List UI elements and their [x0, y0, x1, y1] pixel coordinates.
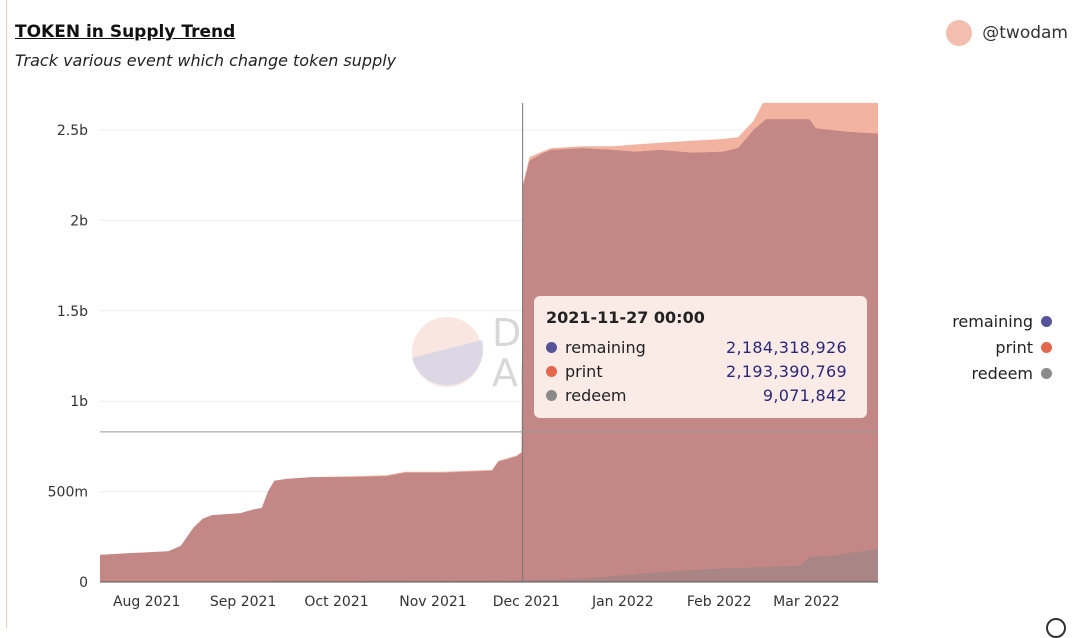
- x-tick-label: Sep 2021: [210, 594, 276, 610]
- x-tick-label: Mar 2022: [773, 594, 840, 610]
- chart-title[interactable]: TOKEN in Supply Trend: [15, 22, 236, 42]
- y-tick-label: 1b: [70, 394, 88, 410]
- legend-item-redeem[interactable]: redeem: [952, 360, 1052, 386]
- y-tick-label: 1.5b: [57, 304, 88, 320]
- tooltip-series-name: redeem: [565, 385, 627, 405]
- legend-label: print: [995, 337, 1033, 357]
- x-tick-label: Aug 2021: [113, 594, 180, 610]
- legend-label: remaining: [952, 311, 1033, 331]
- y-tick-label: 0: [79, 575, 88, 591]
- redeem-dot-icon: [1041, 367, 1052, 379]
- remaining-dot-icon: [1041, 315, 1052, 327]
- avatar: [946, 20, 973, 46]
- tooltip-row-print: print 2,193,390,769: [546, 359, 847, 383]
- chart-tooltip: 2021-11-27 00:00 remaining 2,184,318,926…: [534, 296, 867, 418]
- author-name: @twodam: [982, 23, 1068, 43]
- x-tick-label: Dec 2021: [493, 594, 560, 610]
- clock-icon[interactable]: [1046, 618, 1066, 638]
- y-tick-label: 2b: [70, 213, 88, 229]
- tooltip-row-redeem: redeem 9,071,842: [546, 383, 847, 407]
- redeem-area: [100, 549, 878, 582]
- remaining-area: [100, 119, 878, 582]
- tooltip-series-value: 2,193,390,769: [726, 361, 847, 381]
- remaining-dot-icon: [546, 341, 557, 353]
- legend-label: redeem: [971, 363, 1034, 383]
- tooltip-date: 2021-11-27 00:00: [546, 308, 705, 327]
- print-dot-icon: [1041, 341, 1052, 353]
- legend-item-remaining[interactable]: remaining: [952, 308, 1052, 334]
- author-link[interactable]: @twodam: [946, 20, 1068, 46]
- tooltip-series-name: remaining: [565, 337, 646, 357]
- x-tick-label: Jan 2022: [591, 594, 654, 610]
- x-tick-label: Oct 2021: [304, 594, 368, 610]
- tooltip-series-value: 9,071,842: [762, 385, 847, 405]
- tooltip-row-remaining: remaining 2,184,318,926: [546, 335, 847, 359]
- legend-item-print[interactable]: print: [952, 334, 1052, 360]
- tooltip-series-name: print: [565, 361, 603, 381]
- print-dot-icon: [546, 365, 557, 377]
- y-tick-label: 2.5b: [57, 123, 88, 139]
- x-tick-label: Nov 2021: [399, 594, 466, 610]
- watermark-circle-shade: [412, 340, 484, 386]
- chart-subtitle: Track various event which change token s…: [15, 51, 397, 70]
- redeem-dot-icon: [546, 389, 557, 401]
- chart-panel: [6, 0, 1080, 628]
- tooltip-series-value: 2,184,318,926: [726, 337, 847, 357]
- x-tick-label: Feb 2022: [687, 594, 752, 610]
- chart-legend: remaining print redeem: [952, 308, 1052, 386]
- y-tick-label: 500m: [48, 485, 88, 501]
